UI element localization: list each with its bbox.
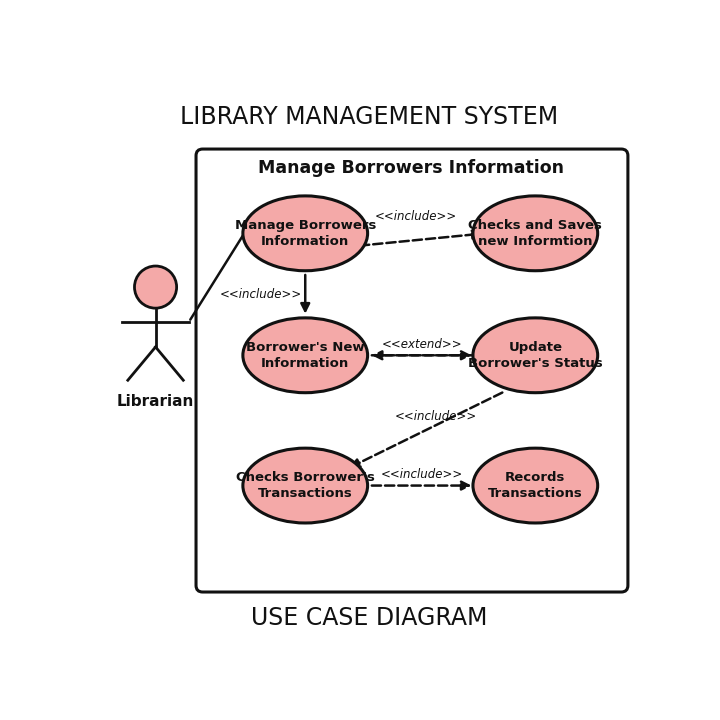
Text: Checks Borrower's
Transactions: Checks Borrower's Transactions xyxy=(236,471,374,500)
Text: LIBRARY MANAGEMENT SYSTEM: LIBRARY MANAGEMENT SYSTEM xyxy=(180,105,558,129)
Text: <<include>>: <<include>> xyxy=(395,410,477,423)
Text: Records
Transactions: Records Transactions xyxy=(488,471,582,500)
Ellipse shape xyxy=(243,318,368,392)
Ellipse shape xyxy=(243,196,368,271)
Text: Manage Borrowers
Information: Manage Borrowers Information xyxy=(235,219,376,248)
Ellipse shape xyxy=(243,448,368,523)
Ellipse shape xyxy=(473,448,598,523)
Text: Update
Borrower's Status: Update Borrower's Status xyxy=(468,341,603,370)
Text: Librarian: Librarian xyxy=(117,394,194,409)
Ellipse shape xyxy=(473,318,598,392)
Ellipse shape xyxy=(473,196,598,271)
Text: Manage Borrowers Information: Manage Borrowers Information xyxy=(258,159,564,177)
Text: <<include>>: <<include>> xyxy=(375,210,457,223)
Text: Borrower's New
Information: Borrower's New Information xyxy=(246,341,364,370)
Text: <<extend>>: <<extend>> xyxy=(382,338,462,351)
Text: USE CASE DIAGRAM: USE CASE DIAGRAM xyxy=(251,606,487,629)
Text: Checks and Saves
new Informtion: Checks and Saves new Informtion xyxy=(469,219,602,248)
Text: <<include>>: <<include>> xyxy=(220,288,302,301)
FancyBboxPatch shape xyxy=(196,149,628,592)
Circle shape xyxy=(135,266,176,308)
Text: <<include>>: <<include>> xyxy=(381,468,463,481)
